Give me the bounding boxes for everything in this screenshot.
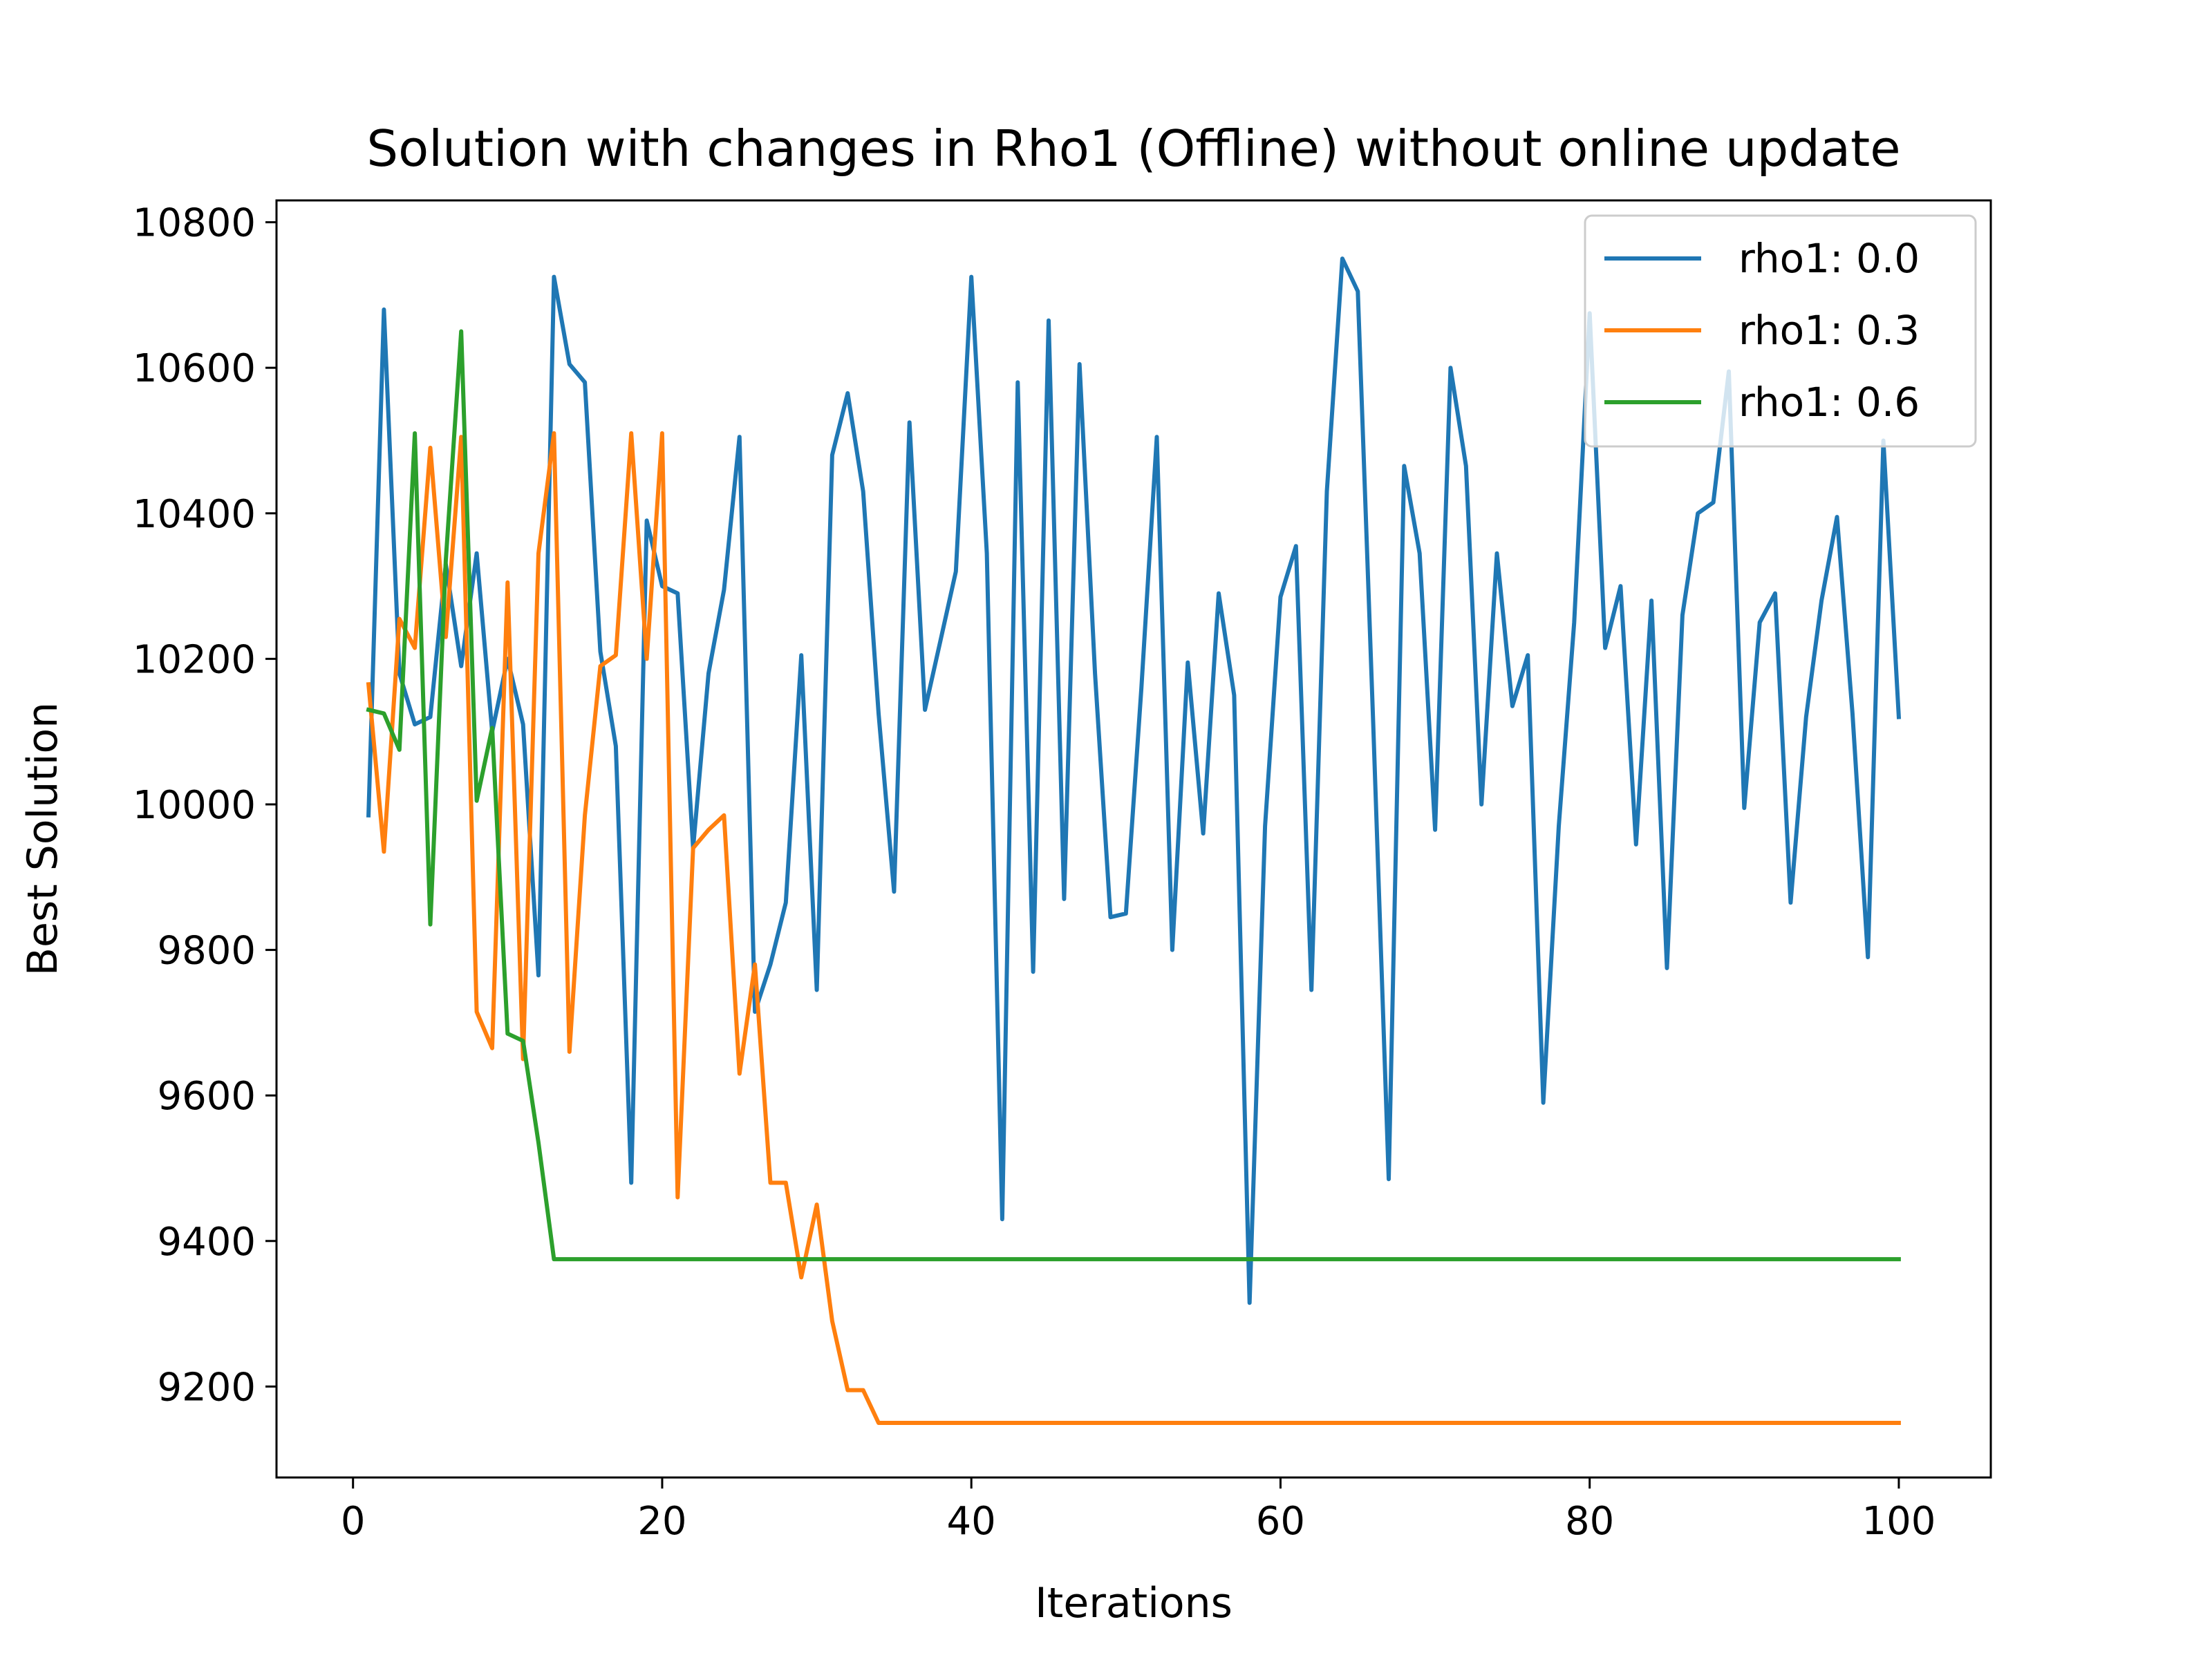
y-tick-label: 9600 [157, 1074, 256, 1119]
series-layer [366, 256, 1902, 1425]
y-tick-label: 10000 [133, 783, 256, 828]
x-tick-label: 20 [637, 1499, 686, 1544]
legend-label-1: rho1: 0.0 [1738, 235, 1920, 282]
series-line-1 [366, 256, 1902, 1305]
y-tick-label: 10600 [133, 346, 256, 391]
legend-label-2: rho1: 0.3 [1738, 307, 1920, 354]
legend-box [1584, 214, 1977, 448]
legend: rho1: 0.0 rho1: 0.3 rho1: 0.6 [1584, 214, 1977, 448]
x-axis-title: Iterations [1035, 1579, 1232, 1627]
x-tick-label: 40 [947, 1499, 996, 1544]
y-tick-label: 9400 [157, 1220, 256, 1265]
x-tick-label: 80 [1565, 1499, 1614, 1544]
y-tick-label: 10800 [133, 201, 256, 246]
chart-title: Solution with changes in Rho1 (Offline) … [366, 120, 1900, 178]
ticks-layer: 0 20 40 60 80 100 9200 9400 9600 9800 10000 10200 10… [133, 201, 1936, 1544]
legend-label-3: rho1: 0.6 [1738, 379, 1920, 426]
y-tick-label: 9800 [157, 929, 256, 974]
x-tick-label: 60 [1256, 1499, 1305, 1544]
series-line-3 [366, 329, 1901, 1262]
y-tick-label: 10200 [133, 637, 256, 682]
x-tick-label: 100 [1862, 1499, 1936, 1544]
plot-frame [275, 199, 1992, 1479]
x-tick-label: 0 [341, 1499, 366, 1544]
y-tick-label: 9200 [157, 1365, 256, 1410]
y-tick-label: 10400 [133, 492, 256, 537]
y-axis-title: Best Solution [19, 702, 67, 976]
series-line-2 [366, 431, 1901, 1425]
